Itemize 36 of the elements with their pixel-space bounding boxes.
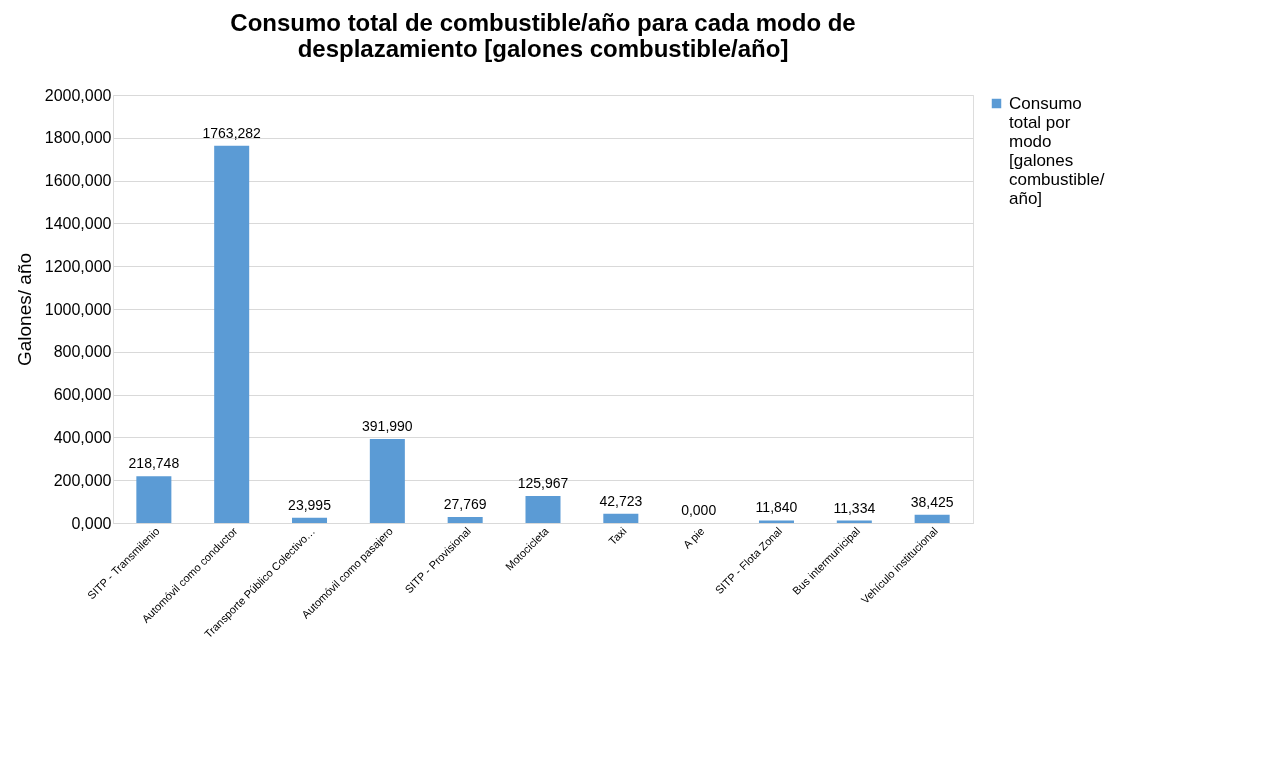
text: 0,000 <box>681 502 717 518</box>
legend-label: Consumo total por modo [galones combustible/año] <box>1009 93 1105 208</box>
x-tick-label: Taxi <box>606 524 629 548</box>
y-tick-label: 0,000 <box>71 514 112 532</box>
x-tick-label: A pie <box>680 524 707 551</box>
y-axis-title: Galones/ año <box>13 252 35 367</box>
bar <box>603 513 639 523</box>
y-tick-label: 800,000 <box>53 343 112 361</box>
bar <box>914 514 950 523</box>
bar <box>525 496 561 523</box>
y-tick-label: 1000,000 <box>44 300 112 318</box>
chart-title: Consumo total de combustible/año para cada modo de desplazamiento [galones combustible/año] <box>230 9 856 62</box>
text: 23,995 <box>288 496 331 513</box>
bar <box>292 517 328 523</box>
text: 11,840 <box>755 499 798 516</box>
y-tick-label: 600,000 <box>53 386 112 404</box>
text: 125,967 <box>517 475 569 492</box>
bar <box>214 145 250 523</box>
y-tick-label: 1600,000 <box>44 172 112 190</box>
bar <box>447 517 483 523</box>
bar <box>369 439 405 523</box>
y-tick-label: 400,000 <box>53 428 112 446</box>
text: 391,990 <box>362 418 413 435</box>
y-tick-label: 1800,000 <box>44 129 112 147</box>
text: 38,425 <box>910 493 954 510</box>
y-tick-label: 1400,000 <box>44 214 112 232</box>
bar <box>136 476 172 523</box>
y-tick-label: 2000,000 <box>44 86 112 104</box>
text: 27,769 <box>443 496 487 513</box>
y-tick-label: 1200,000 <box>44 257 112 275</box>
text: 218,748 <box>128 455 180 472</box>
text: 42,723 <box>599 492 643 509</box>
text: 1763,282 <box>202 124 261 141</box>
text: 11,334 <box>833 499 876 516</box>
bar <box>758 520 794 523</box>
y-tick-label: 200,000 <box>53 471 112 489</box>
